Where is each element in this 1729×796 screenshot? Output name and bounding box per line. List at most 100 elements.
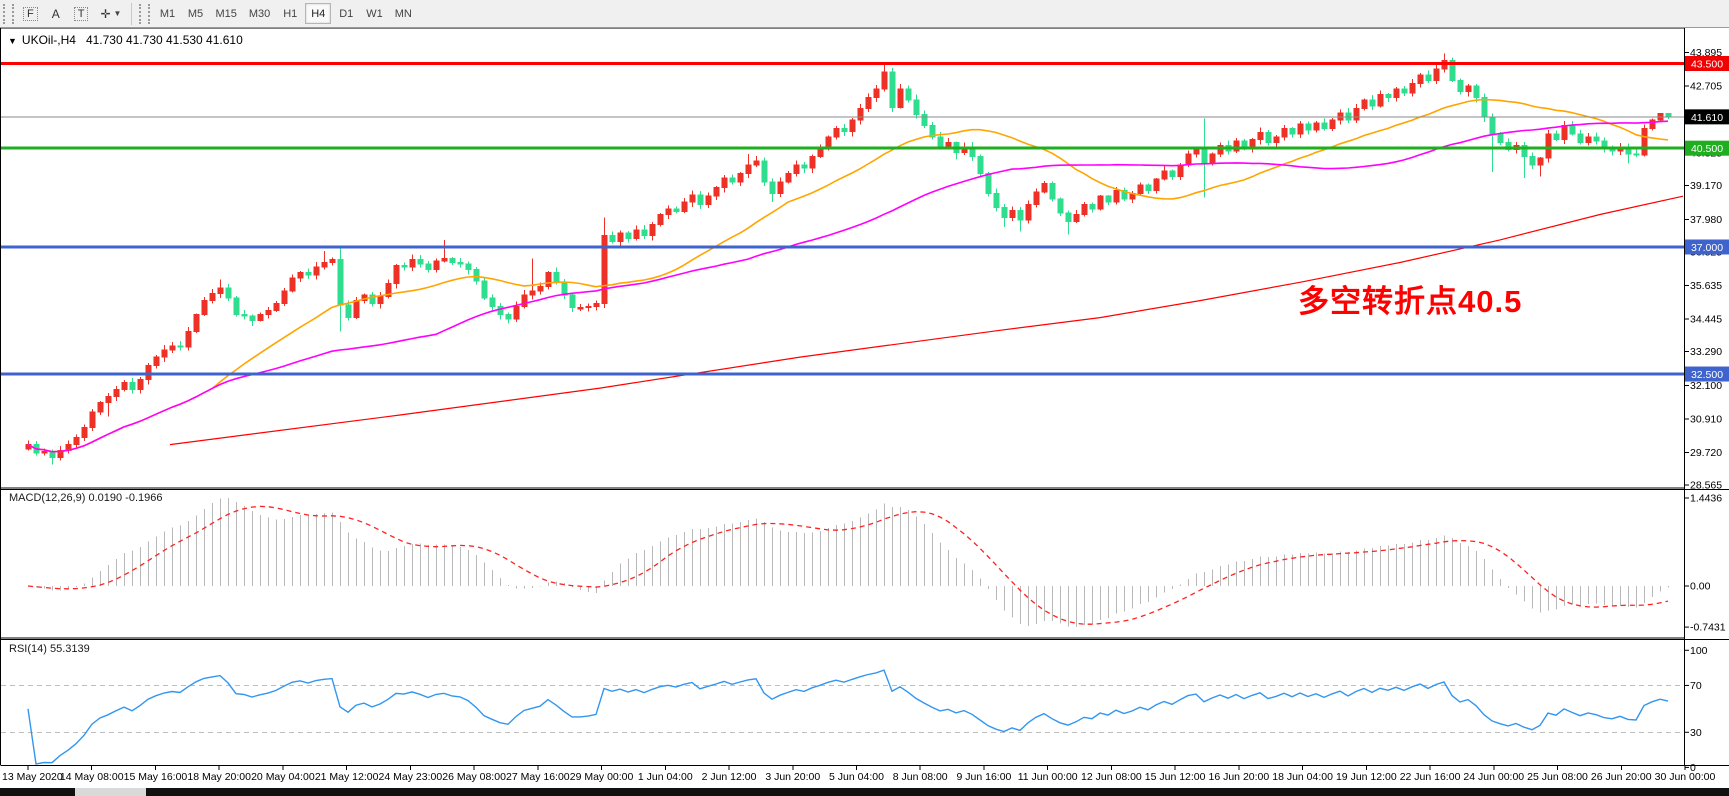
- price-tick-label: 43.895: [1690, 47, 1722, 59]
- candle-body: [1417, 74, 1424, 84]
- candle-body: [1145, 184, 1152, 192]
- timeframe-button-M5[interactable]: M5: [187, 7, 204, 20]
- candle-body: [329, 259, 336, 264]
- candle-body: [1025, 204, 1032, 221]
- candle-body: [929, 125, 936, 138]
- time-tick-label: 1 Jun 04:00: [638, 771, 693, 783]
- text-label-tool-button[interactable]: T: [69, 3, 94, 24]
- price-tick-label: 39.170: [1690, 180, 1722, 192]
- timeframe-button-D1[interactable]: D1: [339, 7, 354, 20]
- draw-objects-tool-button[interactable]: ✛ ▼: [100, 6, 122, 21]
- timeframe-button-MN[interactable]: MN: [394, 7, 412, 20]
- candle-body: [257, 314, 264, 321]
- candle-body: [1161, 170, 1168, 180]
- candle-body: [1057, 198, 1064, 214]
- time-tick-label: 19 Jun 12:00: [1336, 771, 1397, 783]
- candle-body: [129, 381, 136, 391]
- candle-body: [417, 259, 424, 265]
- candle-body: [1409, 82, 1416, 94]
- candle-body: [697, 194, 704, 206]
- candle-body: [617, 232, 624, 242]
- candle-body: [865, 96, 872, 110]
- candle-body: [1273, 136, 1280, 144]
- font-arrow-style-button[interactable]: A: [51, 6, 60, 21]
- time-tick-label: 26 May 08:00: [442, 771, 506, 783]
- candle-body: [1377, 94, 1384, 107]
- candle-body: [1281, 127, 1288, 138]
- candle-body: [825, 136, 832, 149]
- timeframe-button-M1[interactable]: M1: [159, 7, 176, 20]
- candle-body: [513, 305, 520, 320]
- macd-axis-label: -0.7431: [1690, 622, 1726, 634]
- scrollbar-thumb[interactable]: [75, 788, 146, 796]
- time-tick-label: 15 Jun 12:00: [1145, 771, 1206, 783]
- candle-body: [393, 264, 400, 285]
- candle-body: [177, 345, 184, 348]
- toolbar-drag-handle[interactable]: [3, 3, 14, 24]
- trend-ma-red: [169, 195, 1684, 446]
- candle-body: [49, 451, 56, 458]
- candle-body: [305, 271, 312, 276]
- time-tick-label: 16 Jun 20:00: [1209, 771, 1270, 783]
- price-badge-text: 37.000: [1691, 242, 1723, 254]
- candle-body: [353, 300, 360, 319]
- macd-values: 0.0190 -0.1966: [88, 492, 163, 504]
- candle-body: [521, 294, 528, 307]
- candle-body: [1289, 127, 1296, 135]
- timeframe-button-W1[interactable]: W1: [366, 7, 383, 20]
- symbol-dropdown-icon[interactable]: ▼: [8, 36, 17, 46]
- candle-body: [777, 181, 784, 194]
- candle-body: [761, 160, 768, 183]
- price-badge-43.500: 43.500: [1685, 56, 1729, 71]
- time-tick-label: 9 Jun 16:00: [957, 771, 1012, 783]
- price-tick-label: 42.705: [1690, 80, 1722, 92]
- price-badge-text: 40.500: [1691, 143, 1723, 155]
- timeframe-button-M30[interactable]: M30: [248, 7, 271, 20]
- horizontal-scrollbar[interactable]: [0, 788, 1729, 796]
- candle-body: [89, 411, 96, 429]
- timeframe-button-H4[interactable]: H4: [305, 3, 332, 24]
- candle-body: [1049, 182, 1056, 200]
- candle-body: [881, 71, 888, 90]
- candle-body: [745, 164, 752, 175]
- candle-body: [473, 269, 480, 282]
- macd-name: MACD(12,26,9): [9, 492, 86, 504]
- time-tick-label: 14 May 08:00: [60, 771, 124, 783]
- candle-body: [233, 297, 240, 316]
- candle-body: [409, 259, 416, 268]
- candle-body: [1649, 119, 1656, 129]
- candle-body: [1041, 182, 1048, 193]
- time-tick-label: 29 May 00:00: [570, 771, 634, 783]
- candle-body: [625, 232, 632, 240]
- candle-body: [737, 173, 744, 183]
- candle-body: [1185, 153, 1192, 166]
- candle-body: [369, 294, 376, 304]
- time-tick-label: 3 Jun 20:00: [765, 771, 820, 783]
- price-badge-37.000: 37.000: [1685, 239, 1729, 255]
- price-badge-32.500: 32.500: [1685, 366, 1729, 382]
- candle-body: [1121, 190, 1128, 200]
- time-tick-label: 11 Jun 00:00: [1018, 771, 1078, 783]
- candle-body: [585, 305, 592, 309]
- time-tick-label: 21 May 12:00: [315, 771, 379, 783]
- candle-body: [577, 307, 584, 310]
- candle-body: [105, 396, 112, 403]
- rsi-axis-label: 100: [1690, 645, 1708, 657]
- candle-body: [225, 287, 232, 299]
- candle-body: [1193, 149, 1200, 155]
- timeframe-button-H1[interactable]: H1: [283, 7, 298, 20]
- toolbar: F A T ✛ ▼ M1 M5 M15 M30 H1 H4 D1 W1 MN: [0, 0, 1729, 28]
- candle-body: [1465, 85, 1472, 93]
- macd-axis-label: 1.4436: [1690, 493, 1722, 505]
- chart-window-properties-button[interactable]: F: [18, 3, 43, 24]
- candle-body: [185, 331, 192, 348]
- candle-body: [1009, 209, 1016, 218]
- candle-body: [1081, 204, 1088, 216]
- toolbar-drag-handle-2[interactable]: [139, 3, 151, 24]
- candle-body: [193, 314, 200, 333]
- candle-body: [289, 277, 296, 292]
- timeframe-button-M15[interactable]: M15: [215, 7, 237, 20]
- candle-body: [673, 208, 680, 213]
